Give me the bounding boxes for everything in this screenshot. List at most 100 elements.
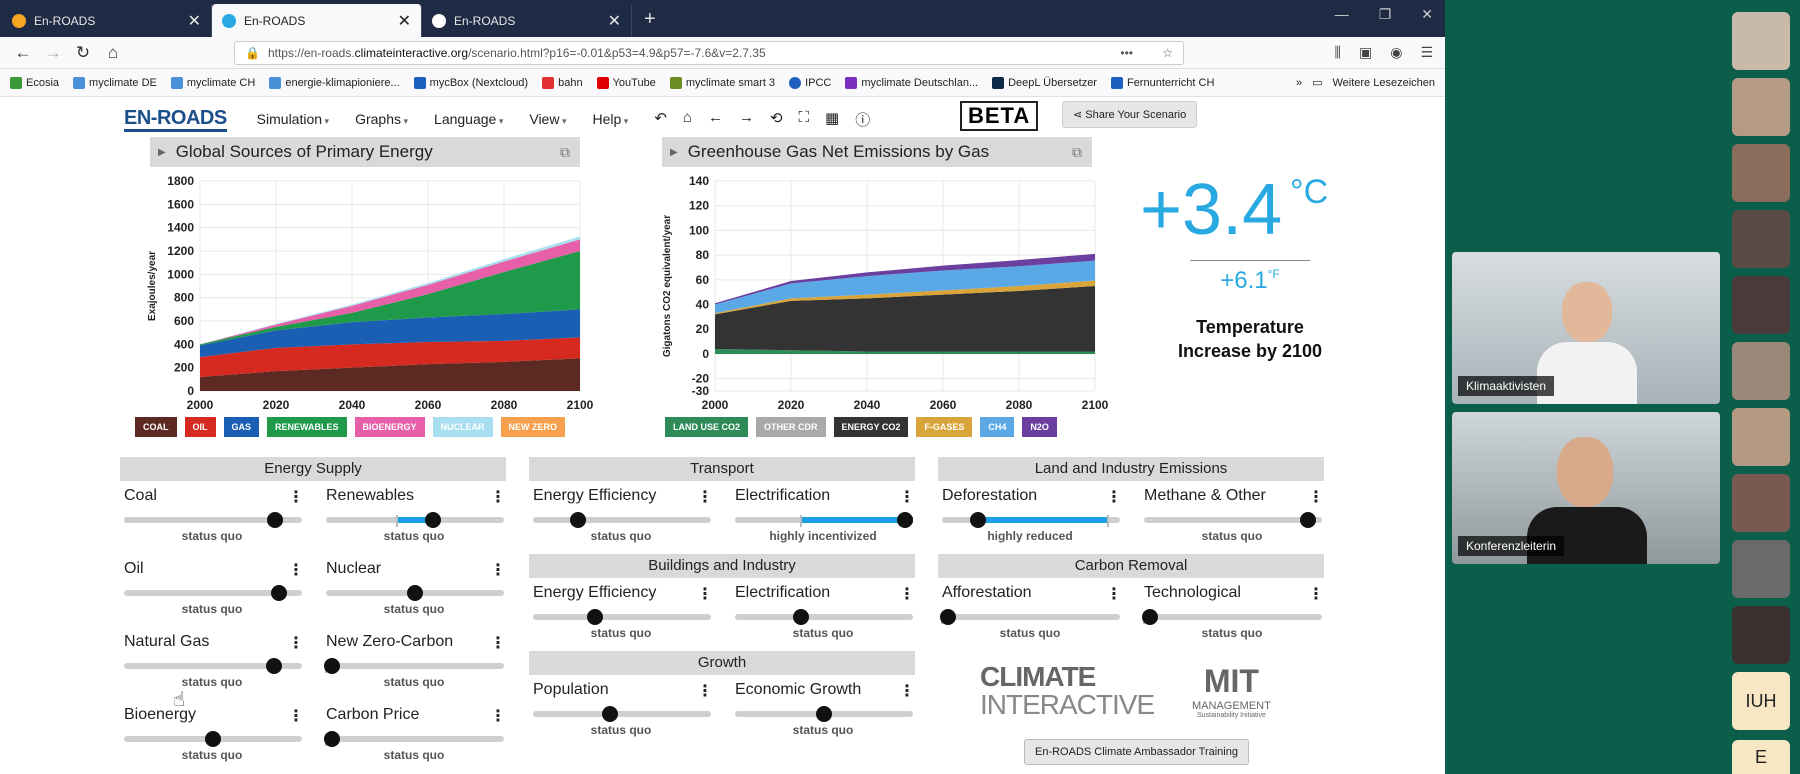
bookmark-item[interactable]: bahn	[542, 76, 583, 89]
new-tab-button[interactable]: +	[644, 8, 656, 30]
minimize-icon[interactable]: —	[1334, 6, 1349, 22]
close-window-icon[interactable]: ✕	[1421, 6, 1433, 22]
forward-arrow-icon[interactable]: →	[738, 108, 754, 126]
slider-track[interactable]	[533, 517, 711, 523]
slider-handle[interactable]	[407, 585, 423, 601]
slider-handle[interactable]	[940, 609, 956, 625]
legend-item-oil[interactable]: OIL	[184, 417, 216, 437]
slider-transport-electrification[interactable]: Electrification ⋮ highly incentivized	[733, 487, 915, 547]
slider-afforestation[interactable]: Afforestation ⋮ status quo	[940, 584, 1122, 644]
menu-view[interactable]: View	[529, 111, 566, 127]
participant-thumbnail[interactable]	[1732, 342, 1790, 400]
menu-graphs[interactable]: Graphs	[355, 111, 408, 127]
slider-handle[interactable]	[1299, 512, 1316, 528]
browser-tab-active[interactable]: En-ROADS ✕	[212, 4, 422, 37]
browser-tab[interactable]: En-ROADS ✕	[422, 4, 632, 37]
address-bar[interactable]: 🔒 https://en-roads. climateinteractive.or…	[234, 40, 1184, 65]
slider-buildings-electrification[interactable]: Electrification ⋮ status quo	[733, 584, 915, 644]
chevron-right-icon[interactable]: »	[1295, 76, 1303, 89]
participant-thumbnail[interactable]	[1732, 276, 1790, 334]
participant-thumbnail[interactable]	[1732, 606, 1790, 664]
bookmarks-overflow[interactable]: » ▭ Weitere Lesezeichen	[1295, 76, 1435, 89]
slider-handle[interactable]	[1142, 609, 1158, 625]
slider-handle[interactable]	[424, 512, 441, 528]
slider-track[interactable]	[326, 736, 504, 742]
bookmark-item[interactable]: YouTube	[596, 76, 656, 89]
legend-item-f-gases[interactable]: F-GASES	[916, 417, 973, 437]
slider-track[interactable]	[124, 590, 302, 596]
back-arrow-icon[interactable]: ←	[707, 108, 723, 126]
slider-track[interactable]	[735, 614, 913, 620]
more-options-icon[interactable]: ⋮	[1106, 489, 1122, 506]
close-tab-icon[interactable]: ✕	[187, 12, 201, 30]
more-options-icon[interactable]: ⋮	[1106, 586, 1122, 603]
browser-tab[interactable]: En-ROADS ✕	[2, 4, 212, 37]
chart2-title-bar[interactable]: ▶ Greenhouse Gas Net Emissions by Gas ⧉	[662, 137, 1092, 167]
slider-track[interactable]	[533, 614, 711, 620]
slider-handle[interactable]	[265, 658, 282, 674]
slider-track[interactable]	[1144, 614, 1322, 620]
bookmark-item[interactable]: IPCC	[789, 76, 831, 89]
slider-nuclear[interactable]: Nuclear ⋮ status quo	[324, 560, 506, 620]
slider-track[interactable]	[124, 517, 302, 523]
slider-handle[interactable]	[601, 706, 618, 722]
library-icon[interactable]: ⫼	[1334, 44, 1341, 60]
bookmark-item[interactable]: myclimate smart 3	[669, 76, 775, 89]
bookmark-item[interactable]: Fernunterricht CH	[1110, 76, 1214, 89]
legend-item-nuclear[interactable]: NUCLEAR	[432, 417, 493, 437]
more-options-icon[interactable]: ⋮	[1308, 489, 1324, 506]
more-options-icon[interactable]: ⋮	[490, 635, 506, 652]
slider-track[interactable]	[326, 663, 504, 669]
more-options-icon[interactable]: ⋮	[288, 635, 304, 652]
slider-economic-growth[interactable]: Economic Growth ⋮ status quo	[733, 681, 915, 741]
legend-item-new-zero[interactable]: NEW ZERO	[500, 417, 566, 437]
slider-population[interactable]: Population ⋮ status quo	[531, 681, 713, 741]
slider-carbon-price[interactable]: Carbon Price ⋮ status quo	[324, 706, 506, 766]
participant-thumbnail[interactable]	[1732, 408, 1790, 466]
reload-icon[interactable]: ↻	[75, 42, 91, 62]
legend-item-land-use-co2[interactable]: LAND USE CO2	[665, 417, 749, 437]
legend-item-energy-co2[interactable]: ENERGY CO2	[833, 417, 909, 437]
slider-track[interactable]	[942, 614, 1120, 620]
slider-handle[interactable]	[270, 585, 287, 601]
video-tile-participant2[interactable]: Konferenzleiterin	[1452, 412, 1720, 564]
ambassador-training-button[interactable]: En-ROADS Climate Ambassador Training	[1024, 739, 1249, 765]
participant-initials-tile[interactable]: E	[1732, 740, 1790, 774]
bookmark-item[interactable]: myclimate CH	[170, 76, 255, 89]
menu-simulation[interactable]: Simulation	[257, 111, 329, 127]
more-options-icon[interactable]: ⋮	[899, 489, 915, 506]
slider-track[interactable]	[533, 711, 711, 717]
bookmark-item[interactable]: myclimate DE	[73, 76, 157, 89]
slider-handle[interactable]	[569, 512, 586, 528]
participant-thumbnail[interactable]	[1732, 474, 1790, 532]
slider-handle[interactable]	[205, 731, 221, 747]
more-options-icon[interactable]: ⋮	[697, 683, 713, 700]
slider-natural-gas[interactable]: Natural Gas ⋮ status quo	[122, 633, 304, 693]
more-options-icon[interactable]: ⋮	[697, 586, 713, 603]
back-icon[interactable]: ←	[14, 42, 32, 62]
participant-thumbnail[interactable]	[1732, 12, 1790, 70]
bookmark-star-icon[interactable]: ☆	[1162, 45, 1173, 60]
bookmark-item[interactable]: mycBox (Nextcloud)	[413, 76, 528, 89]
slider-handle[interactable]	[792, 609, 809, 625]
chart1-title-bar[interactable]: ▶ Global Sources of Primary Energy ⧉	[150, 137, 580, 167]
slider-handle[interactable]	[324, 658, 340, 674]
participant-thumbnail[interactable]	[1732, 540, 1790, 598]
slider-handle[interactable]	[969, 512, 986, 528]
legend-item-gas[interactable]: GAS	[223, 417, 260, 437]
slider-handle[interactable]	[897, 512, 913, 528]
legend-item-coal[interactable]: COAL	[135, 417, 177, 437]
more-options-icon[interactable]: ⋮	[899, 586, 915, 603]
video-tile-participant1[interactable]: Klimaaktivisten	[1452, 252, 1720, 404]
slider-new-zero-carbon[interactable]: New Zero-Carbon ⋮ status quo	[324, 633, 506, 693]
more-options-icon[interactable]: ⋮	[1308, 586, 1324, 603]
more-options-icon[interactable]: ⋮	[288, 708, 304, 725]
home-icon[interactable]: ⌂	[107, 42, 119, 62]
account-icon[interactable]: ◉	[1390, 44, 1403, 60]
slider-handle[interactable]	[267, 512, 284, 528]
legend-item-renewables[interactable]: RENEWABLES	[267, 417, 347, 437]
slider-renewables[interactable]: Renewables ⋮ status quo	[324, 487, 506, 547]
participant-initials-tile[interactable]: IUH	[1732, 672, 1790, 730]
slider-technological[interactable]: Technological ⋮ status quo	[1142, 584, 1324, 644]
restore-icon[interactable]: ❐	[1378, 6, 1392, 22]
